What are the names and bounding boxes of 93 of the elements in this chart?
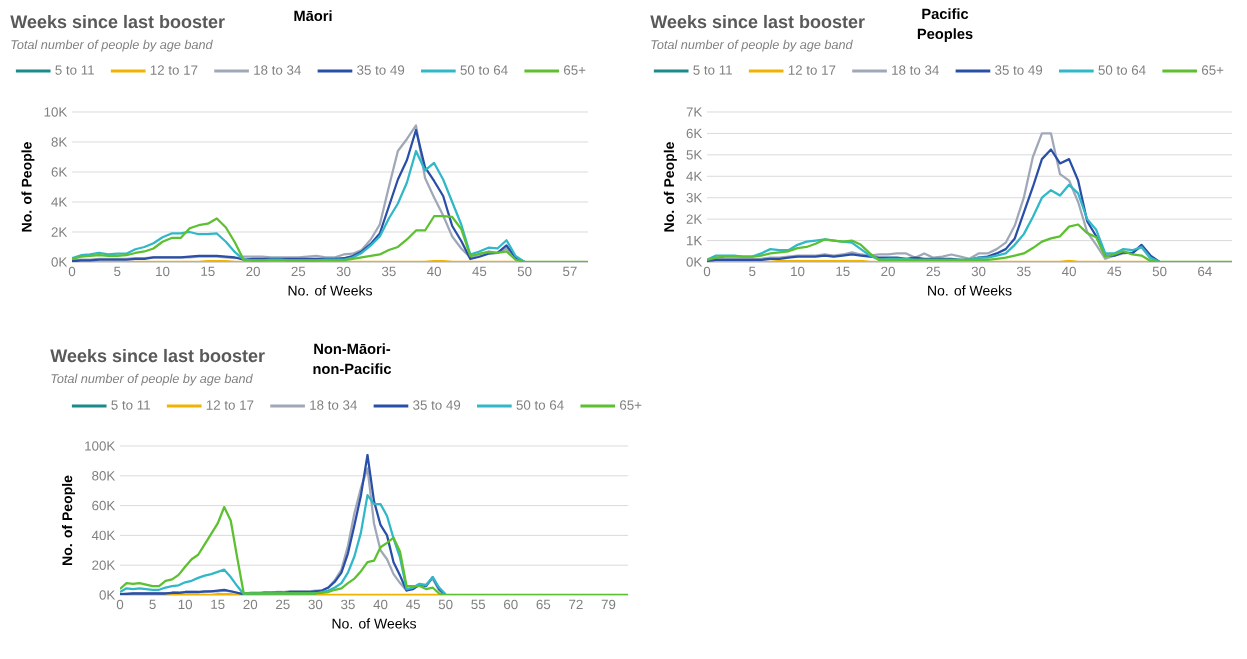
x-tick-label: 30 xyxy=(971,266,986,277)
chart-title: Weeks since last booster xyxy=(650,14,865,29)
x-tick-label: 57 xyxy=(563,266,577,276)
y-tick-label: 7K xyxy=(686,107,703,117)
y-tick-label: 40K xyxy=(91,530,116,541)
chart-title: Weeks since last booster xyxy=(50,348,265,363)
x-tick-label: 64 xyxy=(1198,266,1212,277)
chart-subtitle: Total number of people by age band xyxy=(11,39,213,52)
chart-subtitle: Total number of people by age band xyxy=(651,39,853,52)
legend-label: 65+ xyxy=(1201,65,1224,75)
y-axis-title: No. of People xyxy=(61,475,75,565)
x-tick-label: 45 xyxy=(472,266,487,276)
x-tick-label: 30 xyxy=(336,266,351,277)
legend-label: 65+ xyxy=(620,400,642,410)
x-tick-label: 35 xyxy=(1016,266,1031,277)
legend-label: 35 to 49 xyxy=(357,65,405,75)
x-tick-label: 20 xyxy=(246,266,260,277)
x-tick-label: 40 xyxy=(373,599,388,610)
y-tick-label: 8K xyxy=(51,137,68,147)
x-tick-label: 35 xyxy=(381,266,396,277)
x-tick-label: 0 xyxy=(68,266,76,277)
x-axis-title: No. of Weeks xyxy=(928,285,1012,296)
y-tick-label: 2K xyxy=(686,214,703,224)
legend-label: 65+ xyxy=(564,65,586,75)
x-tick-label: 65 xyxy=(536,599,551,610)
y-tick-label: 5K xyxy=(686,150,703,160)
legend-label: 50 to 64 xyxy=(1098,65,1146,75)
x-tick-label: 10 xyxy=(791,266,805,277)
x-tick-label: 25 xyxy=(926,266,941,277)
x-tick-label: 25 xyxy=(276,599,290,610)
x-tick-label: 45 xyxy=(1107,266,1122,276)
x-tick-label: 10 xyxy=(156,266,170,277)
y-tick-label: 100K xyxy=(85,441,116,451)
x-tick-label: 40 xyxy=(427,266,441,277)
x-tick-label: 79 xyxy=(601,599,616,610)
x-tick-label: 10 xyxy=(178,599,193,610)
x-tick-label: 0 xyxy=(703,266,711,277)
x-tick-label: 50 xyxy=(517,266,532,277)
x-tick-label: 45 xyxy=(405,599,420,609)
legend-label: 5 to 11 xyxy=(55,65,94,75)
x-tick-label: 15 xyxy=(211,599,225,609)
y-tick-label: 20K xyxy=(92,560,116,570)
x-tick-label: 20 xyxy=(243,599,258,610)
x-tick-label: 40 xyxy=(1061,266,1076,277)
x-tick-label: 20 xyxy=(881,266,895,277)
x-tick-label: 5 xyxy=(749,266,756,276)
legend-label: 18 to 34 xyxy=(254,65,301,75)
legend-label: 18 to 34 xyxy=(310,400,357,410)
x-tick-label: 15 xyxy=(836,266,850,276)
y-tick-label: 0K xyxy=(686,257,703,267)
chart-title: Weeks since last booster xyxy=(10,14,225,29)
legend-label: 18 to 34 xyxy=(892,65,939,75)
legend-label: 35 to 49 xyxy=(413,400,461,410)
legend-label: 50 to 64 xyxy=(516,400,564,410)
text: Pacific Peoples xyxy=(917,8,973,42)
legend-label: 12 to 17 xyxy=(788,65,836,75)
legend-label: 5 to 11 xyxy=(693,65,732,75)
x-tick-label: 60 xyxy=(504,599,518,610)
y-tick-label: 4K xyxy=(686,171,703,181)
y-tick-label: 80K xyxy=(92,471,116,481)
y-axis-title: No. of People xyxy=(21,142,35,232)
x-tick-label: 0 xyxy=(116,599,124,610)
x-tick-label: 55 xyxy=(471,599,486,609)
x-tick-label: 30 xyxy=(308,599,323,610)
x-tick-label: 5 xyxy=(114,266,121,276)
legend-label: 50 to 64 xyxy=(460,65,508,75)
x-tick-label: 50 xyxy=(438,599,453,610)
y-tick-label: 0K xyxy=(51,257,68,267)
chart-subtitle: Total number of people by age band xyxy=(51,373,253,386)
text: Māori xyxy=(294,10,332,22)
legend-label: 12 to 17 xyxy=(206,400,254,410)
x-tick-label: 72 xyxy=(569,599,583,610)
x-tick-label: 35 xyxy=(341,599,355,610)
y-tick-label: 3K xyxy=(686,192,703,203)
y-tick-label: 6K xyxy=(51,167,68,177)
y-tick-label: 2K xyxy=(51,227,68,237)
x-tick-label: 50 xyxy=(1152,266,1167,277)
y-tick-label: 4K xyxy=(51,197,68,207)
legend-label: 12 to 17 xyxy=(150,65,198,75)
x-axis-title: No. of Weeks xyxy=(288,285,373,296)
x-tick-label: 15 xyxy=(201,266,215,276)
y-axis-title: No. of People xyxy=(663,142,677,232)
x-tick-label: 5 xyxy=(149,599,156,609)
y-tick-label: 1K xyxy=(687,235,703,246)
legend-label: 35 to 49 xyxy=(995,65,1043,75)
x-tick-label: 25 xyxy=(291,266,306,277)
y-tick-label: 0K xyxy=(99,590,116,600)
text: Non-Māori-non-Pacific xyxy=(313,343,392,375)
y-tick-label: 10K xyxy=(44,107,68,117)
legend-label: 5 to 11 xyxy=(111,400,150,410)
x-axis-title: No. of Weeks xyxy=(332,618,417,629)
y-tick-label: 60K xyxy=(92,500,116,511)
y-tick-label: 6K xyxy=(686,128,703,139)
